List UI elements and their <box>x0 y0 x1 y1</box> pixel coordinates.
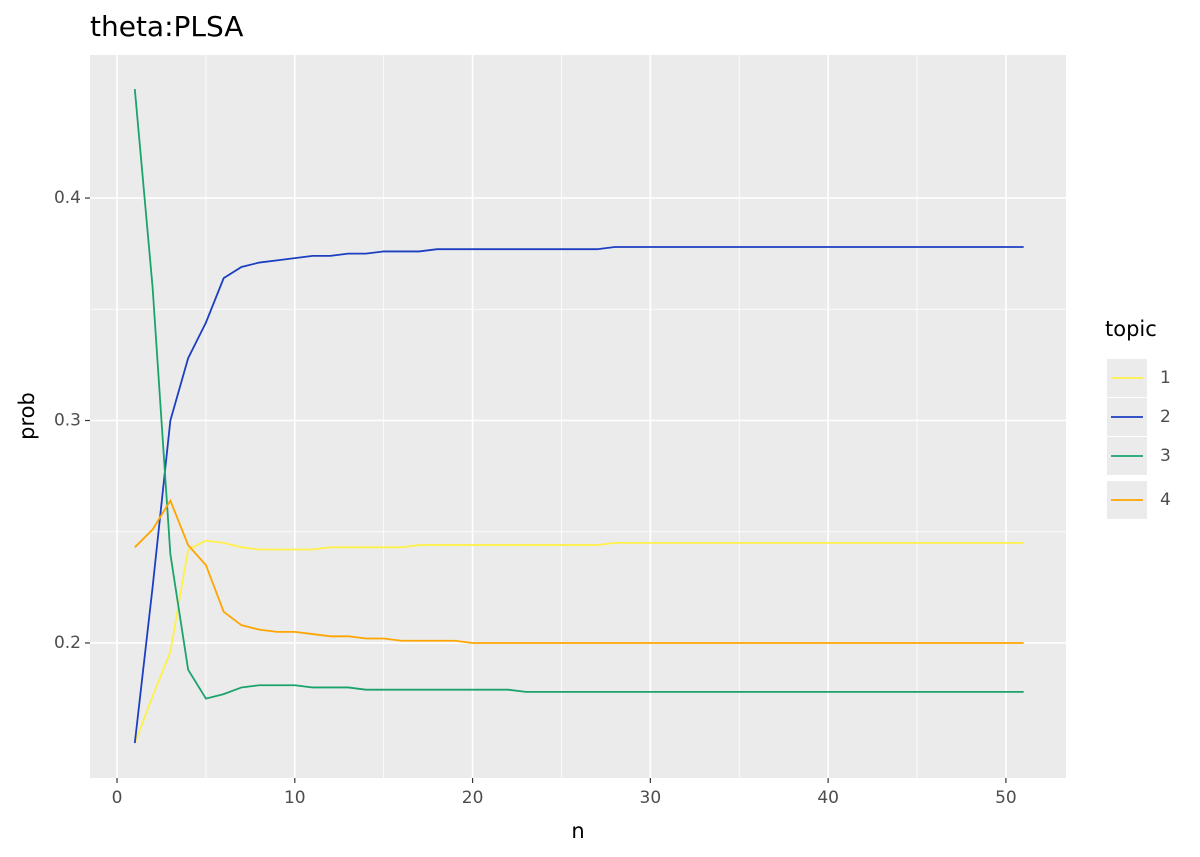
y-tick-label: 0.3 <box>54 411 81 431</box>
series-line <box>134 498 1024 644</box>
x-axis-title: n <box>571 819 584 843</box>
x-tick-label: 30 <box>640 788 662 808</box>
legend-label: 2 <box>1160 407 1171 427</box>
series-line <box>133 539 1024 744</box>
x-tick-label: 0 <box>112 788 123 808</box>
series-line <box>133 246 1024 744</box>
x-tick-label: 10 <box>284 788 306 808</box>
x-tick-label: 20 <box>462 788 484 808</box>
y-tick-label: 0.2 <box>54 633 81 653</box>
chart-title: theta:PLSA <box>90 10 243 43</box>
y-axis-title: prob <box>15 392 39 440</box>
y-tick-label: 0.4 <box>54 188 81 208</box>
x-tick-label: 50 <box>995 788 1017 808</box>
legend-label: 3 <box>1160 446 1171 466</box>
legend-label: 4 <box>1160 490 1171 510</box>
panel <box>90 55 1066 778</box>
legend-label: 1 <box>1160 368 1171 388</box>
series-line <box>133 88 1024 700</box>
x-tick-label: 40 <box>817 788 839 808</box>
legend-title: topic <box>1105 317 1157 341</box>
